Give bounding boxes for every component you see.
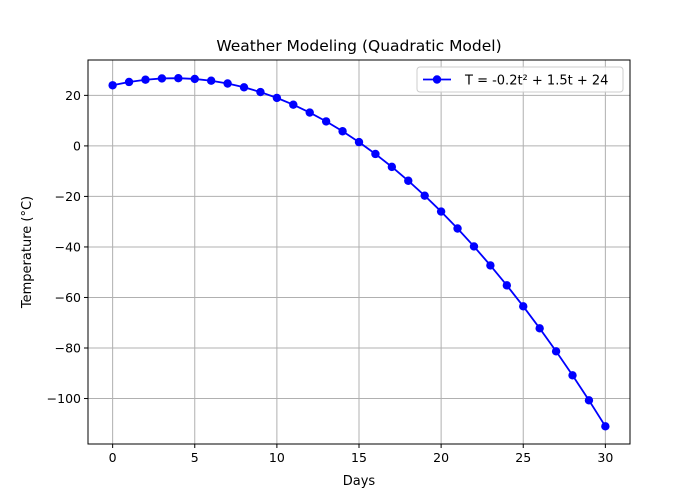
series-markers [108,73,610,431]
data-point [535,324,544,333]
data-point [338,127,347,136]
data-point [289,100,298,109]
x-tick-label: 20 [433,450,449,465]
data-point [190,74,199,84]
data-point [256,87,265,97]
data-point [157,74,167,83]
data-point [551,347,561,356]
y-axis-label: Temperature (°C) [20,196,35,309]
data-point [124,77,134,87]
data-point [519,302,528,311]
data-point [502,281,512,290]
legend: T = -0.2t² + 1.5t + 24 [416,66,624,93]
legend-series-label: T = -0.2t² + 1.5t + 24 [464,74,608,89]
data-point [141,75,150,84]
legend-marker-swatch [432,75,442,84]
x-tick-label: 25 [515,450,531,465]
data-point [305,108,314,117]
y-tick-label: −40 [55,239,81,254]
y-tick-label: 20 [65,88,81,103]
x-tick-label: 0 [109,450,117,465]
y-tick-label: −60 [55,290,81,305]
x-axis-label: Days [343,474,376,489]
data-point [436,207,446,216]
data-point [354,137,364,147]
data-point [453,224,462,233]
data-point [387,162,397,172]
y-tick-label: −80 [55,341,81,356]
y-tick-label: −20 [55,189,81,204]
grid [88,60,630,444]
data-point [239,83,249,92]
data-point [321,117,331,126]
data-point [469,242,479,251]
y-axis-ticks: 20 0 −20 −40 −60 −80 −100 [47,88,88,406]
y-tick-label: −100 [47,391,81,406]
data-point [584,396,594,405]
x-axis-ticks: 0 5 10 15 20 25 30 [109,444,613,465]
data-point [420,191,429,200]
x-tick-label: 10 [269,450,285,465]
data-point [272,93,282,103]
x-tick-label: 5 [191,450,199,465]
y-tick-label: 0 [73,138,81,153]
data-point [568,371,577,380]
x-tick-label: 30 [597,450,613,465]
data-point [206,76,216,85]
data-point [108,81,117,90]
data-point [371,149,380,159]
legend-box [416,66,624,93]
data-point [223,79,232,88]
data-point [486,261,495,270]
data-point [404,176,413,185]
data-point [174,73,183,83]
x-tick-label: 15 [351,450,367,465]
chart-title: Weather Modeling (Quadratic Model) [216,37,501,55]
data-point [601,422,610,431]
